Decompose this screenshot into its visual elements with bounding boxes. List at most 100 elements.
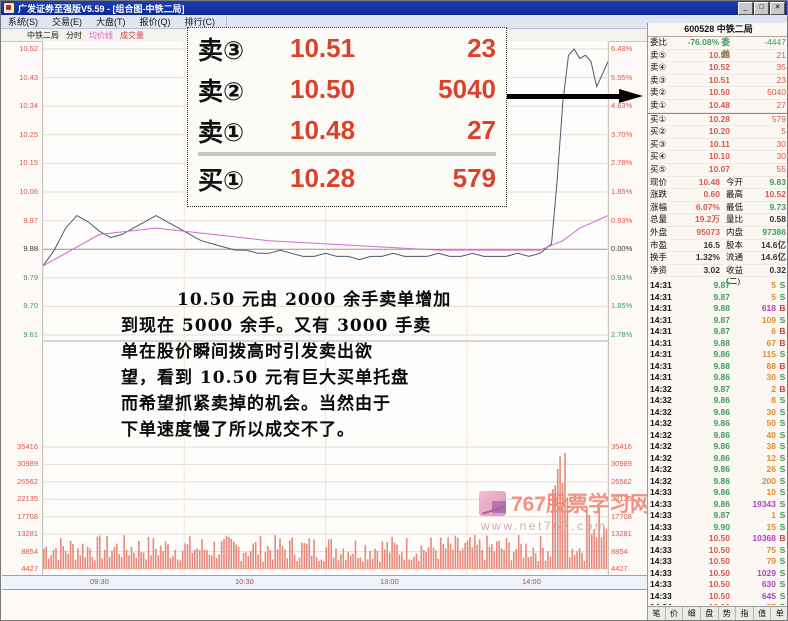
tick-row[interactable]: 14:33 9.86 10 S bbox=[648, 487, 787, 499]
tick-direction: S bbox=[779, 498, 786, 509]
tick-row[interactable]: 14:32 9.86 200 S bbox=[648, 475, 787, 488]
ask-row[interactable]: 卖③ 10.51 23 bbox=[648, 75, 787, 88]
tick-volume: 12 bbox=[766, 452, 776, 463]
minimize-button[interactable]: _ bbox=[738, 1, 753, 15]
tick-row[interactable]: 14:31 9.87 6 B bbox=[648, 326, 787, 338]
percent-tick: 0.93% bbox=[611, 272, 633, 282]
menu-market[interactable]: 大盘(T) bbox=[96, 17, 126, 27]
tick-row[interactable]: 14:31 9.88 88 B bbox=[648, 361, 787, 373]
weibi-row[interactable]: 委比 -76.08% 委差 -4447 bbox=[648, 37, 787, 59]
tick-row[interactable]: 14:32 9.86 38 S bbox=[648, 441, 787, 453]
toolbar-mode-label[interactable]: 分时 bbox=[66, 30, 82, 40]
quote-tab[interactable]: 细 bbox=[683, 607, 701, 620]
stat-label: 外盘 bbox=[650, 226, 668, 237]
bid-row[interactable]: 买② 10.20 5 bbox=[648, 126, 787, 139]
close-button[interactable]: ✕ bbox=[770, 1, 785, 15]
tick-row[interactable]: 14:32 9.86 8 S bbox=[648, 395, 787, 407]
popup-level-label: 买① bbox=[198, 165, 245, 195]
tick-time: 14:32 bbox=[650, 464, 672, 474]
tick-price: 9.87 bbox=[713, 314, 730, 325]
tick-row[interactable]: 14:33 10.50 645 S bbox=[648, 591, 787, 603]
tick-row[interactable]: 14:32 9.86 40 S bbox=[648, 430, 787, 442]
tick-row[interactable]: 14:33 9.87 1 S bbox=[648, 510, 787, 522]
tick-direction: S bbox=[779, 567, 786, 578]
menu-trade[interactable]: 交易(E) bbox=[52, 17, 82, 27]
percent-tick: 0.93% bbox=[611, 215, 633, 225]
tick-volume: 200 bbox=[761, 475, 776, 486]
bid-row[interactable]: 买③ 10.11 30 bbox=[648, 139, 787, 152]
tick-row[interactable]: 14:33 9.90 15 S bbox=[648, 522, 787, 534]
tick-time: 14:31 bbox=[650, 337, 672, 348]
ask-row[interactable]: 卖④ 10.52 35 bbox=[648, 62, 787, 75]
tick-price: 10.50 bbox=[708, 567, 730, 578]
tick-row[interactable]: 14:31 9.88 67 B bbox=[648, 337, 787, 350]
quote-tab[interactable]: 盘 bbox=[701, 607, 719, 620]
window-controls: _ □ ✕ bbox=[738, 1, 785, 15]
menu-system[interactable]: 系统(S) bbox=[8, 17, 38, 27]
volume-tick: 35416 bbox=[17, 442, 38, 451]
quote-tab[interactable]: 指 bbox=[736, 607, 754, 620]
ask-row[interactable]: 卖① 10.48 27 bbox=[648, 99, 787, 113]
time-tick: 10:30 bbox=[235, 577, 254, 586]
toolbar-avgline-label[interactable]: 均价线 bbox=[89, 30, 113, 40]
level-volume: 30 bbox=[776, 151, 786, 162]
time-axis: 09:30 10:30 13:00 14:00 bbox=[2, 575, 647, 590]
tick-row[interactable]: 14:32 9.86 12 S bbox=[648, 452, 787, 465]
tick-row[interactable]: 14:33 10.50 1029 S bbox=[648, 567, 787, 580]
tick-list[interactable]: 14:31 9.87 5 S 14:31 9.87 5 S 14:31 9.88 618 B 14:31… bbox=[648, 280, 787, 605]
annotation-line-5: 而希望抓紧卖掉的机会。当然由于 bbox=[121, 394, 391, 414]
tick-volume: 109 bbox=[761, 314, 776, 325]
tick-row[interactable]: 14:32 9.86 50 S bbox=[648, 418, 787, 430]
stat-label: 最高 bbox=[726, 189, 744, 200]
tick-row[interactable]: 14:32 9.86 26 S bbox=[648, 464, 787, 476]
tick-row[interactable]: 14:31 9.88 618 B bbox=[648, 303, 787, 315]
quote-tab[interactable]: 势 bbox=[719, 607, 737, 620]
bid-row[interactable]: 买④ 10.10 30 bbox=[648, 151, 787, 164]
tick-row[interactable]: 14:32 9.86 30 S bbox=[648, 407, 787, 419]
quote-tab[interactable]: 价 bbox=[666, 607, 684, 620]
quote-tab[interactable]: 值 bbox=[754, 607, 772, 620]
tick-time: 14:31 bbox=[650, 349, 672, 359]
maximize-button[interactable]: □ bbox=[754, 1, 769, 15]
level-label: 委比 bbox=[650, 37, 668, 47]
menu-spacer bbox=[226, 16, 787, 27]
tick-price: 9.86 bbox=[713, 487, 730, 497]
tick-row[interactable]: 14:33 10.50 630 S bbox=[648, 579, 787, 591]
quote-tab[interactable]: 单 bbox=[771, 607, 787, 620]
annotation-line-6: 下单速度慢了所以成交不了。 bbox=[121, 420, 355, 440]
popup-level-volume: 5040 bbox=[438, 74, 496, 104]
popup-level-price: 10.50 bbox=[290, 74, 356, 104]
popup-level-price: 10.28 bbox=[290, 163, 356, 193]
tick-row[interactable]: 14:33 9.86 19343 S bbox=[648, 498, 787, 511]
tick-row[interactable]: 14:33 10.50 75 S bbox=[648, 545, 787, 557]
tick-price: 9.86 bbox=[713, 395, 730, 405]
tick-row[interactable]: 14:33 10.50 10368 B bbox=[648, 533, 787, 545]
ask-row[interactable]: 卖⑤ 10.53 21 bbox=[648, 50, 787, 63]
annotation-text: 10.50 元由 2000 余手卖单增加 到现在 5000 余手。又有 3000… bbox=[121, 287, 541, 443]
tick-row[interactable]: 14:31 9.86 30 S bbox=[648, 372, 787, 384]
quote-tab[interactable]: 笔 bbox=[648, 607, 666, 620]
tick-direction: B bbox=[779, 326, 786, 336]
tick-row[interactable]: 14:31 9.87 109 S bbox=[648, 314, 787, 327]
ask-row[interactable]: 卖② 10.50 5040 bbox=[648, 87, 787, 100]
volume-tick: 17708 bbox=[611, 511, 632, 521]
tick-direction: S bbox=[779, 579, 786, 589]
tick-row[interactable]: 14:33 10.50 79 S bbox=[648, 556, 787, 568]
stat-label: 内盘 bbox=[726, 226, 744, 237]
stat-label: 总量 bbox=[650, 214, 668, 225]
menu-rank[interactable]: 排行(C) bbox=[184, 17, 216, 27]
tick-row[interactable]: 14:31 9.87 5 S bbox=[648, 292, 787, 304]
toolbar-volume-label[interactable]: 成交量 bbox=[120, 30, 144, 40]
tick-row[interactable]: 14:32 9.87 2 B bbox=[648, 384, 787, 396]
watermark-row: 767股票学习网 bbox=[479, 488, 651, 518]
menu-quote[interactable]: 报价(Q) bbox=[139, 17, 171, 27]
level-price: 10.48 bbox=[708, 99, 730, 110]
bid-row[interactable]: 买⑤ 10.07 55 bbox=[648, 164, 787, 177]
tick-row[interactable]: 14:31 9.86 115 S bbox=[648, 349, 787, 361]
level-price: 10.50 bbox=[708, 87, 730, 98]
price-tick: 10.25 bbox=[19, 129, 38, 139]
tick-row[interactable]: 14:31 9.87 5 S bbox=[648, 280, 787, 292]
bid-row[interactable]: 买① 10.28 579 bbox=[648, 112, 787, 127]
annotation-line-3: 单在股价瞬间拨高时引发卖出欲 bbox=[121, 342, 373, 362]
